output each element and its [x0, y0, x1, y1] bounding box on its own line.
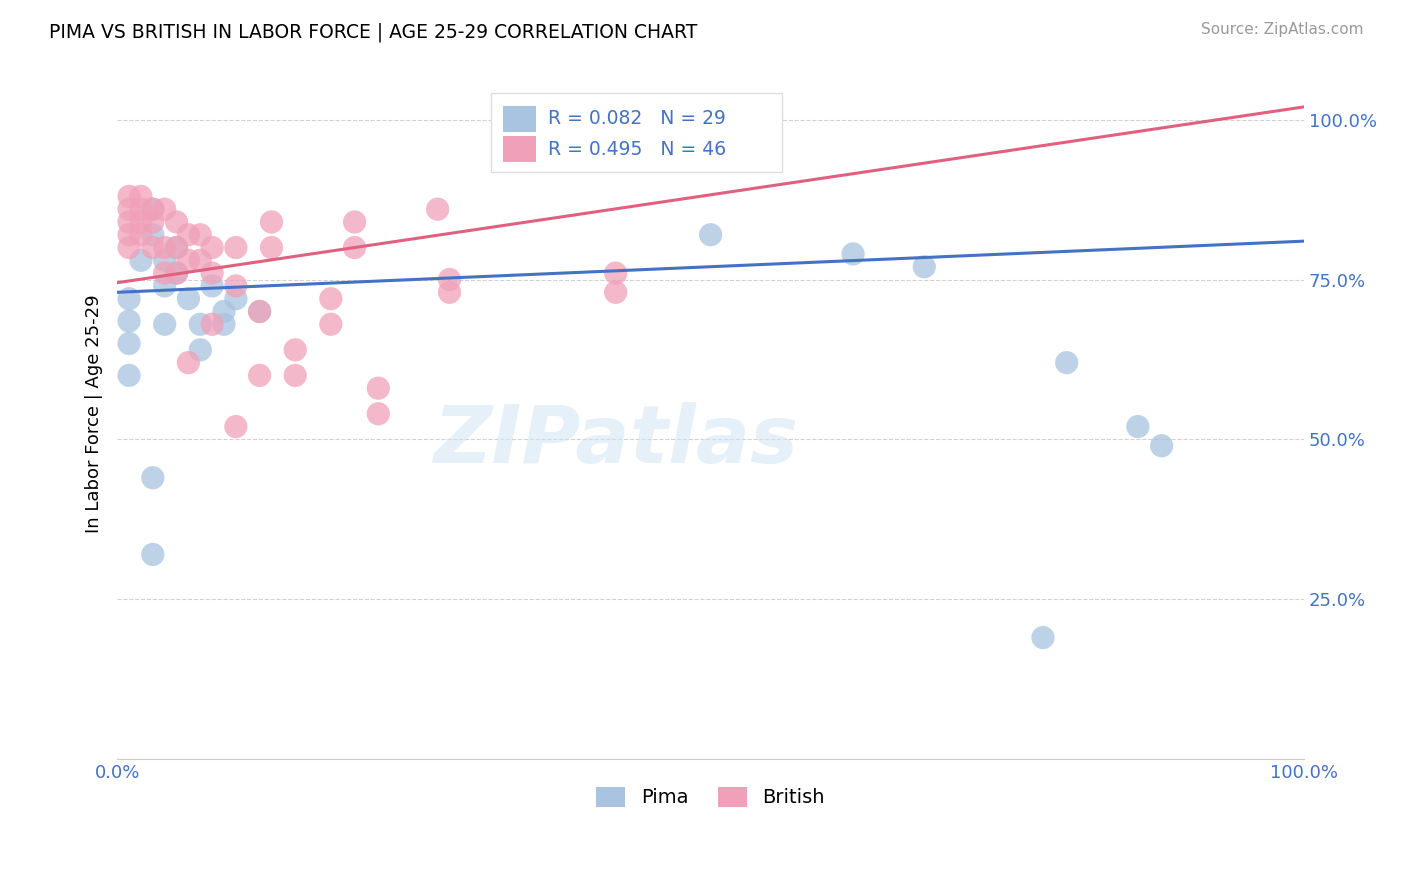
- Point: [212, 304, 235, 318]
- Point: [188, 253, 211, 268]
- Point: [142, 548, 165, 562]
- Point: [129, 227, 152, 242]
- Point: [201, 318, 224, 332]
- FancyBboxPatch shape: [503, 106, 536, 132]
- Point: [260, 215, 283, 229]
- Point: [225, 279, 247, 293]
- Point: [249, 304, 271, 318]
- Point: [118, 241, 141, 255]
- Point: [367, 407, 389, 421]
- Point: [1150, 439, 1173, 453]
- Point: [605, 285, 627, 300]
- Point: [343, 241, 366, 255]
- Point: [201, 241, 224, 255]
- Point: [212, 318, 235, 332]
- FancyBboxPatch shape: [491, 93, 782, 172]
- Point: [1126, 419, 1149, 434]
- FancyBboxPatch shape: [503, 136, 536, 162]
- Point: [1032, 631, 1054, 645]
- Point: [188, 318, 211, 332]
- Point: [367, 381, 389, 395]
- Point: [188, 227, 211, 242]
- Point: [129, 253, 152, 268]
- Point: [166, 215, 188, 229]
- Point: [439, 285, 461, 300]
- Point: [426, 202, 449, 217]
- Point: [118, 368, 141, 383]
- Text: R = 0.495   N = 46: R = 0.495 N = 46: [548, 140, 725, 159]
- Point: [605, 266, 627, 280]
- Point: [166, 266, 188, 280]
- Point: [118, 336, 141, 351]
- Text: ZIPatlas: ZIPatlas: [433, 402, 799, 481]
- Point: [225, 419, 247, 434]
- Point: [153, 318, 176, 332]
- Point: [177, 292, 200, 306]
- Point: [188, 343, 211, 357]
- Point: [343, 215, 366, 229]
- Point: [118, 314, 141, 328]
- Point: [118, 215, 141, 229]
- Point: [142, 202, 165, 217]
- Point: [439, 272, 461, 286]
- Point: [142, 471, 165, 485]
- Point: [153, 202, 176, 217]
- Point: [153, 253, 176, 268]
- Point: [166, 241, 188, 255]
- Point: [166, 241, 188, 255]
- Point: [225, 292, 247, 306]
- Point: [118, 189, 141, 203]
- Point: [284, 343, 307, 357]
- Legend: Pima, British: Pima, British: [589, 779, 832, 815]
- Point: [249, 368, 271, 383]
- Point: [118, 292, 141, 306]
- Point: [249, 304, 271, 318]
- Point: [319, 318, 342, 332]
- Point: [118, 202, 141, 217]
- Point: [319, 292, 342, 306]
- Point: [118, 227, 141, 242]
- Point: [1056, 356, 1078, 370]
- Point: [153, 266, 176, 280]
- Point: [842, 247, 865, 261]
- Point: [177, 356, 200, 370]
- Y-axis label: In Labor Force | Age 25-29: In Labor Force | Age 25-29: [86, 294, 103, 533]
- Point: [201, 279, 224, 293]
- Text: R = 0.082   N = 29: R = 0.082 N = 29: [548, 110, 725, 128]
- Text: Source: ZipAtlas.com: Source: ZipAtlas.com: [1201, 22, 1364, 37]
- Text: PIMA VS BRITISH IN LABOR FORCE | AGE 25-29 CORRELATION CHART: PIMA VS BRITISH IN LABOR FORCE | AGE 25-…: [49, 22, 697, 42]
- Point: [142, 215, 165, 229]
- Point: [201, 266, 224, 280]
- Point: [142, 241, 165, 255]
- Point: [284, 368, 307, 383]
- Point: [166, 266, 188, 280]
- Point: [129, 215, 152, 229]
- Point: [153, 241, 176, 255]
- Point: [153, 279, 176, 293]
- Point: [129, 202, 152, 217]
- Point: [699, 227, 721, 242]
- Point: [142, 202, 165, 217]
- Point: [177, 253, 200, 268]
- Point: [142, 227, 165, 242]
- Point: [260, 241, 283, 255]
- Point: [225, 241, 247, 255]
- Point: [912, 260, 935, 274]
- Point: [129, 189, 152, 203]
- Point: [177, 227, 200, 242]
